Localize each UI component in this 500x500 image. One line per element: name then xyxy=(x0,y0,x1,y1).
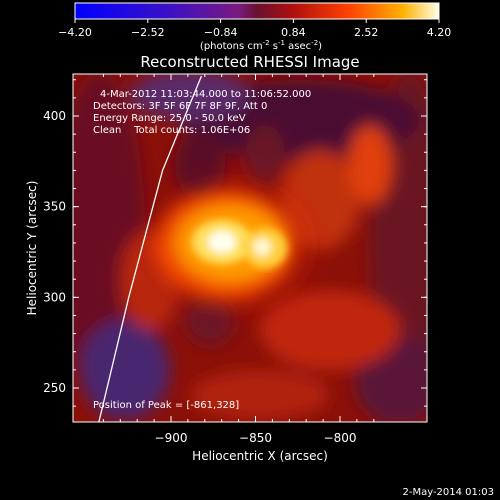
solar-limb-line xyxy=(98,75,203,422)
peak-position-annotation: Position of Peak = [-861,328] xyxy=(93,400,239,411)
x-axis-ticks: −900 −850 −800 xyxy=(102,74,375,445)
colorbar-tick-label: 2.52 xyxy=(354,26,379,39)
colorbar xyxy=(74,2,440,20)
plot-frame xyxy=(72,73,428,423)
colorbar-ticks: −4.20 −2.52 −0.84 0.84 2.52 4.20 xyxy=(58,19,451,39)
y-tick-label: 250 xyxy=(43,381,66,395)
y-axis-label: Heliocentric Y (arcsec) xyxy=(25,181,39,316)
detectors-annotation: Detectors: 3F 5F 6F 7F 8F 9F, Att 0 xyxy=(93,101,267,112)
x-tick-label: −800 xyxy=(324,431,357,445)
y-tick-label: 300 xyxy=(43,290,66,304)
chart-title: Reconstructed RHESSI Image xyxy=(140,53,359,71)
colorbar-tick-label: 4.20 xyxy=(427,26,452,39)
colorbar-tick-label: −0.84 xyxy=(204,26,238,39)
y-axis-ticks: 250 300 350 400 xyxy=(43,79,427,407)
colorbar-tick-label: −2.52 xyxy=(131,26,165,39)
y-tick-label: 400 xyxy=(43,109,66,123)
x-tick-label: −850 xyxy=(239,431,272,445)
heatmap-image xyxy=(73,74,427,422)
footer-date: 2-May-2014 01:03 xyxy=(402,487,494,498)
x-tick-label: −900 xyxy=(155,431,188,445)
clean-counts-annotation: Clean Total counts: 1.06E+06 xyxy=(93,125,250,136)
y-tick-label: 350 xyxy=(43,200,66,214)
x-axis-label: Heliocentric X (arcsec) xyxy=(192,449,328,463)
colorbar-unit-label: (photons cm-2 s-1 asec-2) xyxy=(200,39,322,52)
colorbar-tick-label: 0.84 xyxy=(281,26,306,39)
colorbar-tick-label: −4.20 xyxy=(58,26,92,39)
time-range-annotation: 4-Mar-2012 11:03:44.000 to 11:06:52.000 xyxy=(100,89,311,100)
energy-range-annotation: Energy Range: 25.0 - 50.0 keV xyxy=(93,113,246,124)
